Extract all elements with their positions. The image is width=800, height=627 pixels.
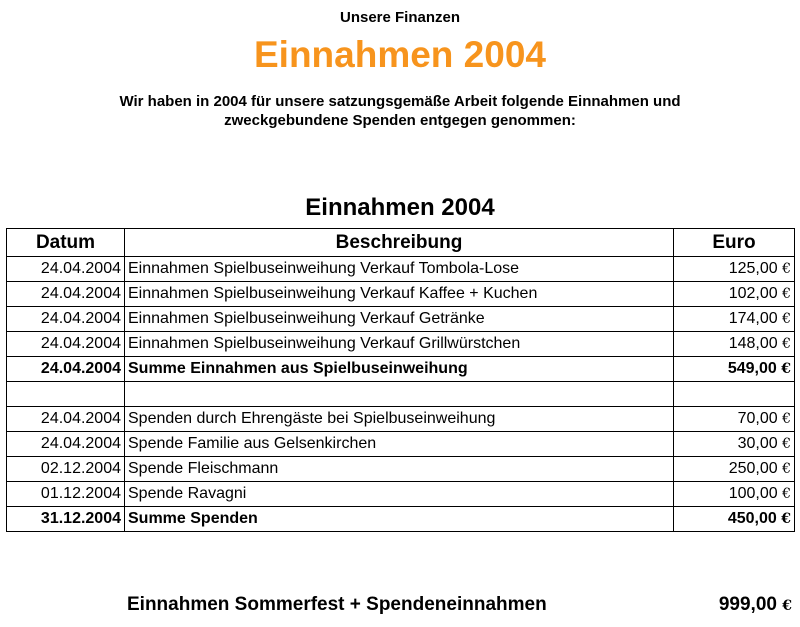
page-title: Einnahmen 2004	[253, 34, 546, 75]
table-row: 01.12.2004 Spende Ravagni 100,00 €	[6, 481, 795, 507]
income-table: Datum Beschreibung Euro 24.04.2004 Einnah…	[6, 228, 795, 532]
description-cell: Spende Ravagni	[124, 481, 674, 507]
table-sum-row: 24.04.2004 Summe Einnahmen aus Spielbusei…	[6, 356, 795, 382]
table-row: 24.04.2004 Einnahmen Spielbuseinweihung V…	[6, 281, 795, 307]
table-sum-row: 31.12.2004 Summe Spenden 450,00 €	[6, 506, 795, 532]
date-cell: 24.04.2004	[6, 331, 125, 357]
intro-text: Wir haben in 2004 für unsere satzungsgem…	[0, 92, 800, 130]
euro-sign: €	[782, 486, 791, 502]
amount-cell: 30,00 €	[673, 431, 795, 457]
date-cell: 24.04.2004	[6, 356, 125, 382]
euro-sign: €	[781, 361, 791, 377]
amount-cell: 549,00 €	[673, 356, 795, 382]
intro-line-2: zweckgebundene Spenden entgegen genommen…	[224, 112, 576, 129]
amount-cell: 174,00 €	[673, 306, 795, 332]
table-empty-row	[6, 381, 795, 407]
amount-cell: 70,00 €	[673, 406, 795, 432]
amount-cell: 100,00 €	[673, 481, 795, 507]
table-body: 24.04.2004 Einnahmen Spielbuseinweihung V…	[6, 256, 795, 532]
table-title: Einnahmen 2004	[305, 194, 495, 221]
euro-sign: €	[782, 461, 791, 477]
column-header-amount: Euro	[673, 228, 795, 257]
date-cell: 01.12.2004	[6, 481, 125, 507]
table-row: 02.12.2004 Spende Fleischmann 250,00 €	[6, 456, 795, 482]
description-cell	[124, 381, 674, 407]
table-row: 24.04.2004 Einnahmen Spielbuseinweihung V…	[6, 331, 795, 357]
table-row: 24.04.2004 Spenden durch Ehrengäste bei S…	[6, 406, 795, 432]
table-row: 24.04.2004 Einnahmen Spielbuseinweihung V…	[6, 306, 795, 332]
table-header-row: Datum Beschreibung Euro	[6, 228, 795, 257]
date-cell: 24.04.2004	[6, 306, 125, 332]
column-header-date: Datum	[6, 228, 125, 257]
description-cell: Einnahmen Spielbuseinweihung Verkauf Tom…	[124, 256, 674, 282]
description-cell: Einnahmen Spielbuseinweihung Verkauf Kaf…	[124, 281, 674, 307]
amount-cell: 450,00 €	[673, 506, 795, 532]
euro-sign: €	[782, 286, 791, 302]
description-cell: Spende Familie aus Gelsenkirchen	[124, 431, 674, 457]
amount-cell: 102,00 €	[673, 281, 795, 307]
amount-cell: 148,00 €	[673, 331, 795, 357]
date-cell: 31.12.2004	[6, 506, 125, 532]
description-cell: Summe Spenden	[124, 506, 674, 532]
date-cell	[6, 381, 125, 407]
euro-sign: €	[782, 336, 791, 352]
amount-cell	[673, 381, 795, 407]
description-cell: Summe Einnahmen aus Spielbuseinweihung	[124, 356, 674, 382]
column-header-description: Beschreibung	[124, 228, 674, 257]
euro-sign: €	[782, 411, 791, 427]
table-row: 24.04.2004 Spende Familie aus Gelsenkirch…	[6, 431, 795, 457]
description-cell: Spenden durch Ehrengäste bei Spielbusein…	[124, 406, 674, 432]
euro-sign: €	[782, 311, 791, 327]
date-cell: 24.04.2004	[6, 256, 125, 282]
date-cell: 24.04.2004	[6, 281, 125, 307]
amount-cell: 125,00 €	[673, 256, 795, 282]
intro-line-1: Wir haben in 2004 für unsere satzungsgem…	[119, 93, 681, 110]
euro-sign: €	[782, 598, 792, 614]
date-cell: 24.04.2004	[6, 431, 125, 457]
euro-sign: €	[781, 511, 791, 527]
description-cell: Einnahmen Spielbuseinweihung Verkauf Gri…	[124, 331, 674, 357]
euro-sign: €	[782, 261, 791, 277]
date-cell: 24.04.2004	[6, 406, 125, 432]
description-cell: Einnahmen Spielbuseinweihung Verkauf Get…	[124, 306, 674, 332]
description-cell: Spende Fleischmann	[124, 456, 674, 482]
grand-total-value: 999,00 €	[718, 594, 792, 615]
amount-cell: 250,00 €	[673, 456, 795, 482]
grand-total-label: Einnahmen Sommerfest + Spendeneinnahmen	[127, 594, 547, 615]
euro-sign: €	[782, 436, 791, 452]
table-row: 24.04.2004 Einnahmen Spielbuseinweihung V…	[6, 256, 795, 282]
date-cell: 02.12.2004	[6, 456, 125, 482]
page-kicker: Unsere Finanzen	[339, 9, 461, 26]
